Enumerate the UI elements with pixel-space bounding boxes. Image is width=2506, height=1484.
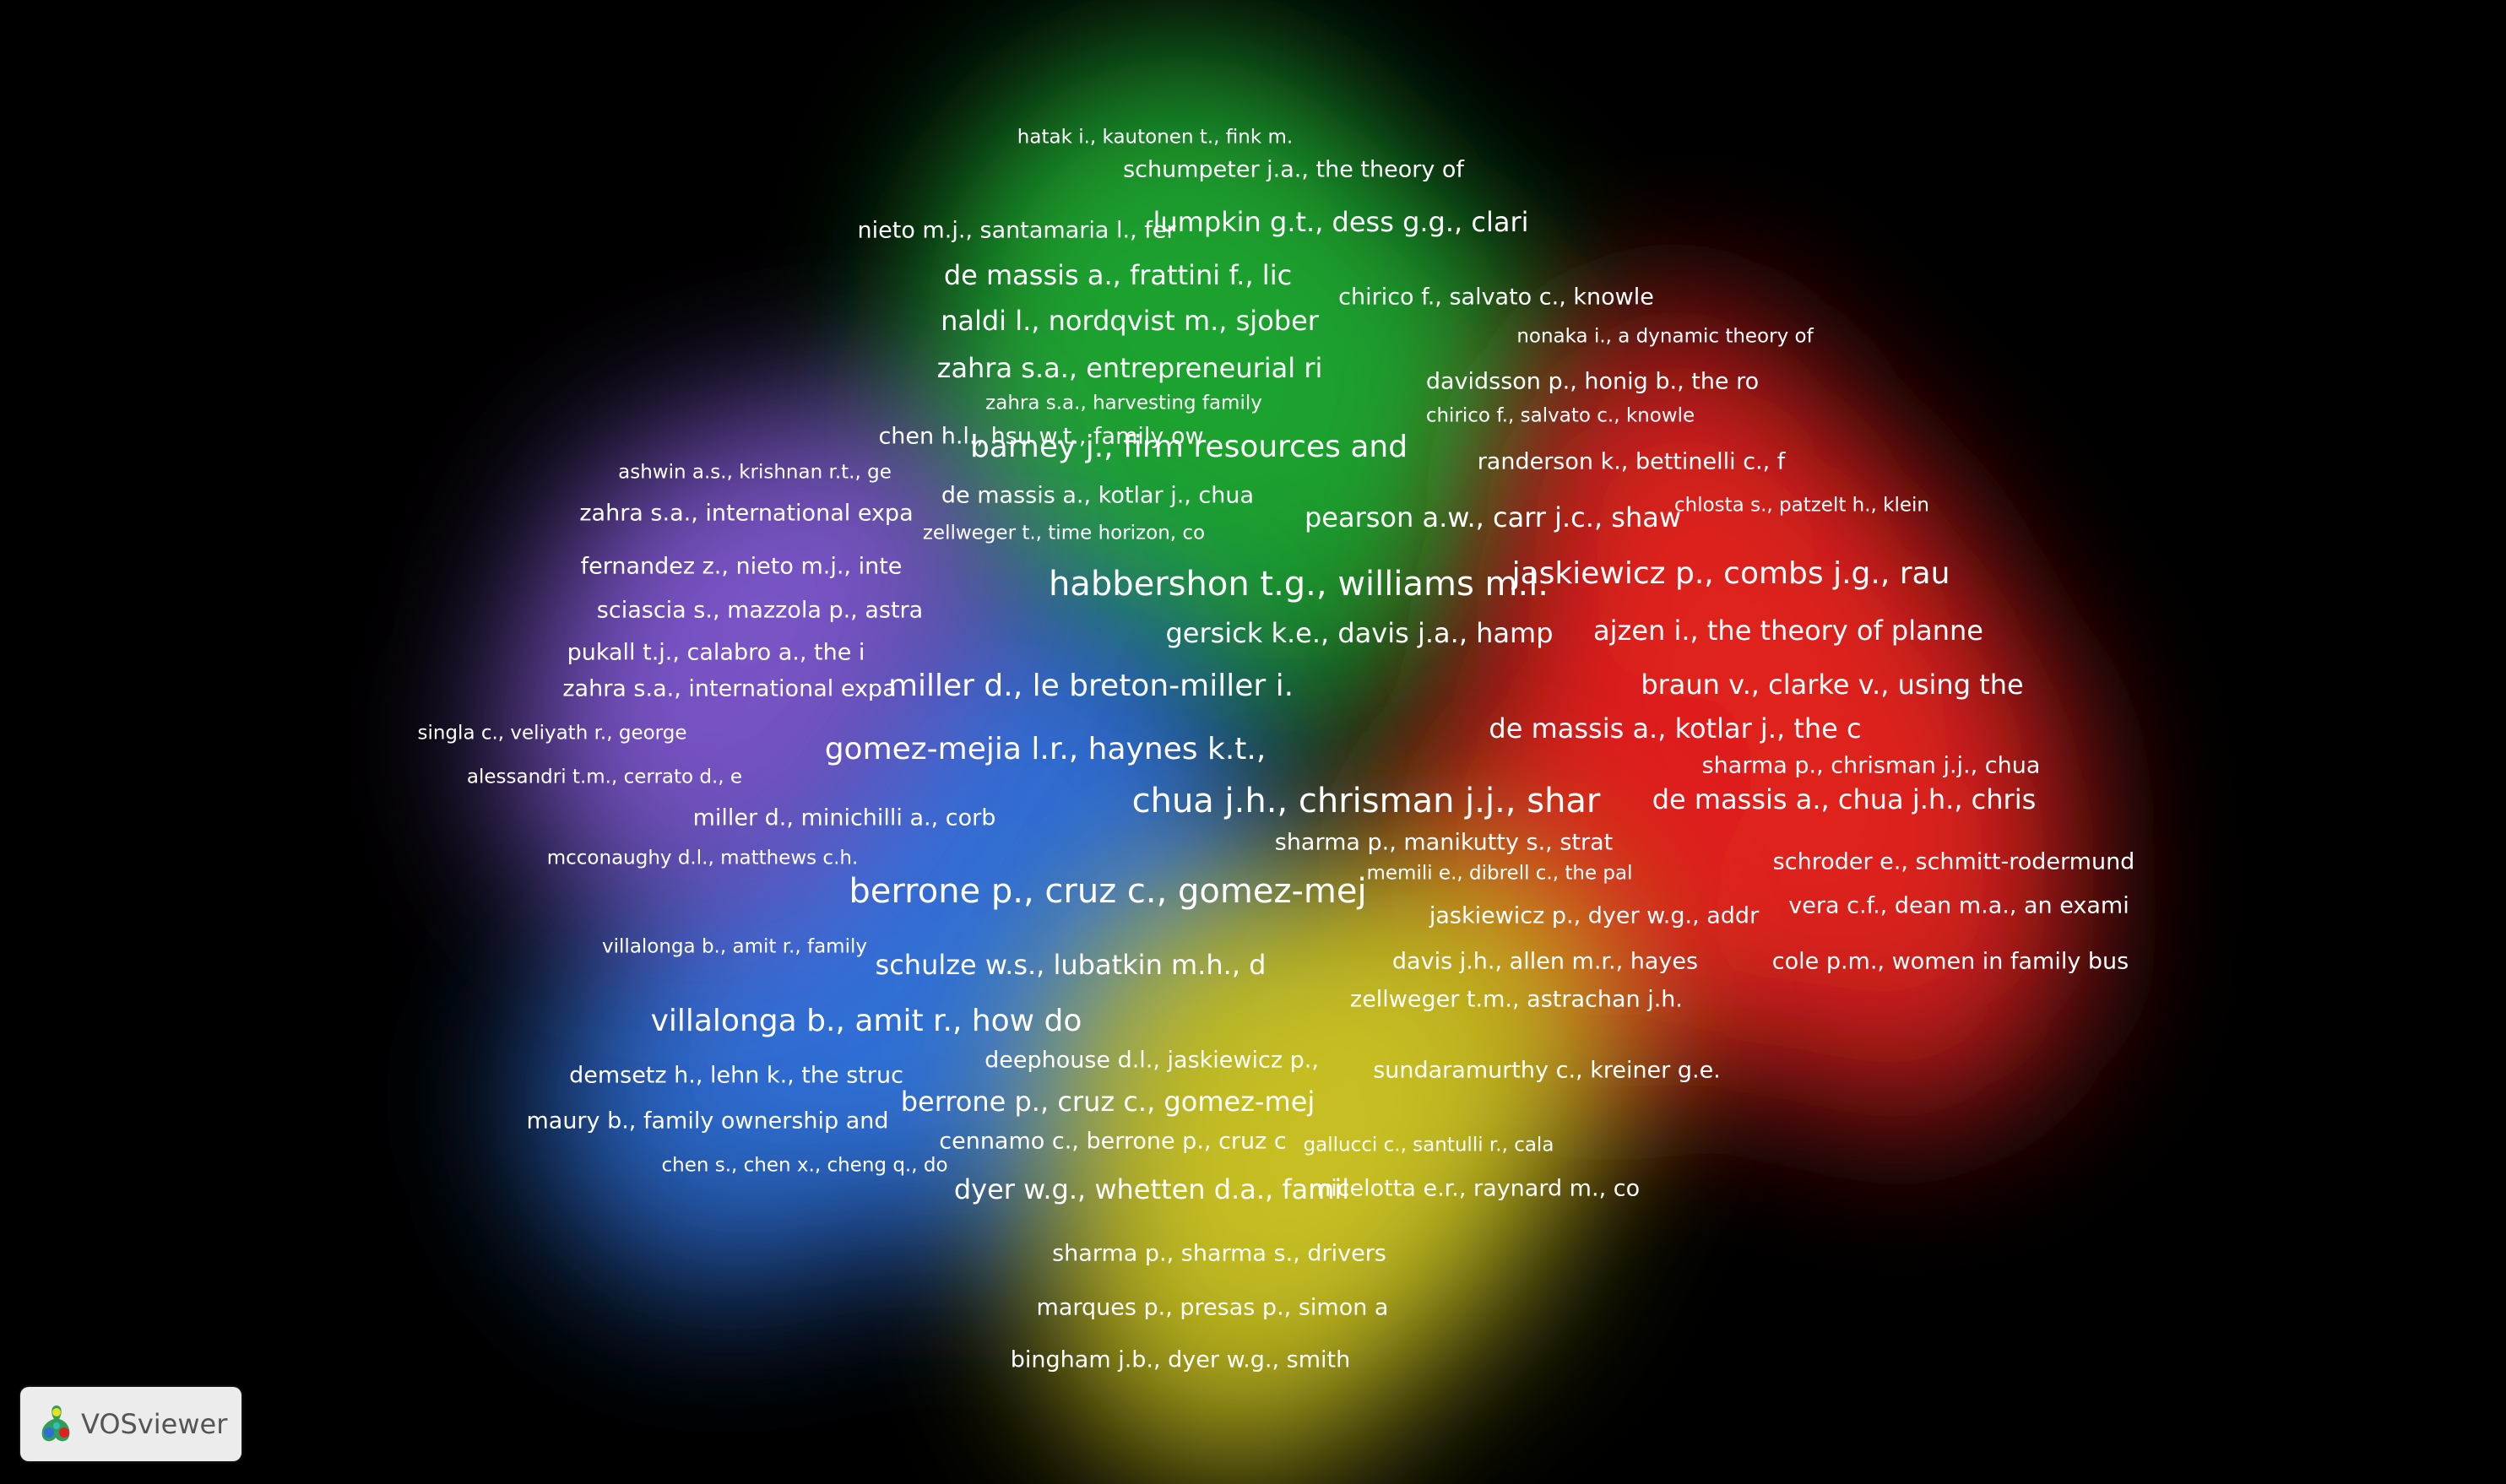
node-label[interactable]: chirico f., salvato c., knowle	[1338, 284, 1654, 311]
node-label[interactable]: villalonga b., amit r., how do	[651, 1004, 1082, 1038]
node-label[interactable]: singla c., veliyath r., george	[418, 723, 687, 745]
node-label[interactable]: villalonga b., amit r., family	[602, 936, 867, 958]
node-label[interactable]: ashwin a.s., krishnan r.t., ge	[618, 462, 892, 484]
node-label[interactable]: demsetz h., lehn k., the struc	[569, 1063, 903, 1089]
node-label[interactable]: memili e., dibrell c., the pal	[1366, 863, 1632, 885]
node-label[interactable]: sharma p., chrisman j.j., chua	[1702, 753, 2041, 779]
node-label[interactable]: mcconaughy d.l., matthews c.h.	[547, 848, 859, 869]
node-label[interactable]: miller d., minichilli a., corb	[693, 805, 996, 831]
node-label[interactable]: pearson a.w., carr j.c., shaw	[1305, 501, 1681, 533]
cluster-green-blob	[1081, 338, 1486, 743]
node-label[interactable]: lumpkin g.t., dess g.g., clari	[1153, 206, 1528, 238]
node-label[interactable]: sundaramurthy c., kreiner g.e.	[1373, 1058, 1721, 1084]
cluster-red-blob	[1714, 751, 2086, 1123]
node-label[interactable]: de massis a., kotlar j., chua	[941, 483, 1254, 509]
cluster-yellow-density	[1039, 836, 1630, 1477]
node-label[interactable]: pukall t.j., calabro a., the i	[567, 640, 865, 666]
node-label[interactable]: berrone p., cruz c., gomez-mej	[849, 872, 1366, 911]
node-label[interactable]: bingham j.b., dyer w.g., smith	[1011, 1347, 1350, 1373]
node-label[interactable]: zahra s.a., harvesting family	[985, 393, 1262, 414]
node-label[interactable]: gomez-mejia l.r., haynes k.t.,	[825, 732, 1267, 766]
vosviewer-logo: VOSviewer	[20, 1387, 241, 1461]
node-label[interactable]: sharma p., manikutty s., strat	[1275, 830, 1613, 856]
node-label[interactable]: chirico f., salvato c., knowle	[1426, 405, 1695, 427]
node-label[interactable]: davis j.h., allen m.r., hayes	[1392, 949, 1698, 975]
cluster-yellow-blob	[1182, 996, 1554, 1368]
node-label[interactable]: vera c.f., dean m.a., an exami	[1788, 893, 2129, 919]
node-label[interactable]: chen h.l., hsu w.t., family ow	[878, 424, 1203, 450]
cluster-red-blob	[1503, 304, 1841, 642]
node-label[interactable]: gallucci c., santulli r., cala	[1304, 1135, 1554, 1156]
cluster-blue-blob	[532, 903, 920, 1292]
node-label[interactable]: schumpeter j.a., the theory of	[1123, 157, 1465, 183]
app-name: VOSviewer	[81, 1408, 228, 1440]
node-label[interactable]: cennamo c., berrone p., cruz c	[939, 1129, 1286, 1155]
node-label[interactable]: cole p.m., women in family bus	[1772, 949, 2129, 975]
vosviewer-logo-icon	[41, 1405, 70, 1442]
node-label[interactable]: jaskiewicz p., dyer w.g., addr	[1429, 903, 1760, 929]
node-label[interactable]: gersick k.e., davis j.a., hamp	[1165, 617, 1553, 649]
cluster-purple-density	[498, 388, 1013, 937]
node-label[interactable]: dyer w.g., whetten d.a., famil	[954, 1173, 1349, 1205]
cluster-density-layer	[498, 51, 2086, 1477]
node-label[interactable]: zahra s.a., international expa	[579, 501, 913, 527]
node-label[interactable]: davidsson p., honig b., the ro	[1426, 369, 1759, 395]
node-label[interactable]: marques p., presas p., simon a	[1037, 1295, 1389, 1321]
node-label[interactable]: randerson k., bettinelli c., f	[1478, 449, 1787, 475]
node-label[interactable]: ajzen i., the theory of planne	[1593, 615, 1983, 647]
node-label[interactable]: zahra s.a., international expa	[562, 676, 896, 702]
node-label[interactable]: jaskiewicz p., combs j.g., rau	[1511, 556, 1950, 591]
node-label[interactable]: braun v., clarke v., using the	[1641, 669, 2023, 701]
node-label[interactable]: de massis a., chua j.h., chris	[1652, 783, 2037, 815]
node-label[interactable]: schroder e., schmitt-rodermund	[1773, 849, 2135, 875]
node-label[interactable]: berrone p., cruz c., gomez-mej	[901, 1086, 1315, 1118]
node-label[interactable]: chlosta s., patzelt h., klein	[1674, 495, 1929, 517]
node-label[interactable]: schulze w.s., lubatkin m.h., d	[876, 949, 1267, 981]
node-label[interactable]: chen s., chen x., cheng q., do	[661, 1155, 947, 1177]
node-label[interactable]: fernandez z., nieto m.j., inte	[581, 554, 903, 580]
node-label[interactable]: barney j., firm resources and	[970, 430, 1408, 464]
node-label[interactable]: micelotta e.r., raynard m., co	[1309, 1176, 1640, 1202]
node-label[interactable]: deephouse d.l., jaskiewicz p.,	[984, 1048, 1319, 1074]
cluster-purple-blob	[675, 388, 1013, 726]
node-label-layer: hatak i., kautonen t., fink m. schumpeter…	[418, 127, 2135, 1373]
node-label[interactable]: alessandri t.m., cerrato d., e	[467, 766, 742, 788]
node-label[interactable]: miller d., le breton-miller i.	[888, 669, 1294, 703]
node-label[interactable]: maury b., family ownership and	[526, 1108, 888, 1135]
node-label[interactable]: nieto m.j., santamaria l., fer	[858, 218, 1177, 244]
node-label[interactable]: de massis a., frattini f., lic	[944, 259, 1292, 291]
node-label[interactable]: hatak i., kautonen t., fink m.	[1017, 127, 1293, 149]
node-label[interactable]: habbershon t.g., williams m.l.	[1049, 565, 1549, 604]
node-label[interactable]: sharma p., sharma s., drivers	[1052, 1241, 1386, 1267]
node-label[interactable]: de massis a., kotlar j., the c	[1489, 712, 1861, 745]
node-label[interactable]: zahra s.a., entrepreneurial ri	[937, 352, 1323, 384]
node-label[interactable]: sciascia s., mazzola p., astra	[597, 598, 923, 624]
node-label[interactable]: zellweger t., time horizon, co	[923, 523, 1205, 544]
node-label[interactable]: naldi l., nordqvist m., sjober	[941, 305, 1320, 337]
node-label[interactable]: chua j.h., chrisman j.j., shar	[1132, 782, 1601, 821]
node-label[interactable]: nonaka i., a dynamic theory of	[1516, 326, 1814, 348]
node-label[interactable]: zellweger t.m., astrachan j.h.	[1350, 987, 1683, 1013]
cluster-green-density	[895, 51, 1562, 743]
